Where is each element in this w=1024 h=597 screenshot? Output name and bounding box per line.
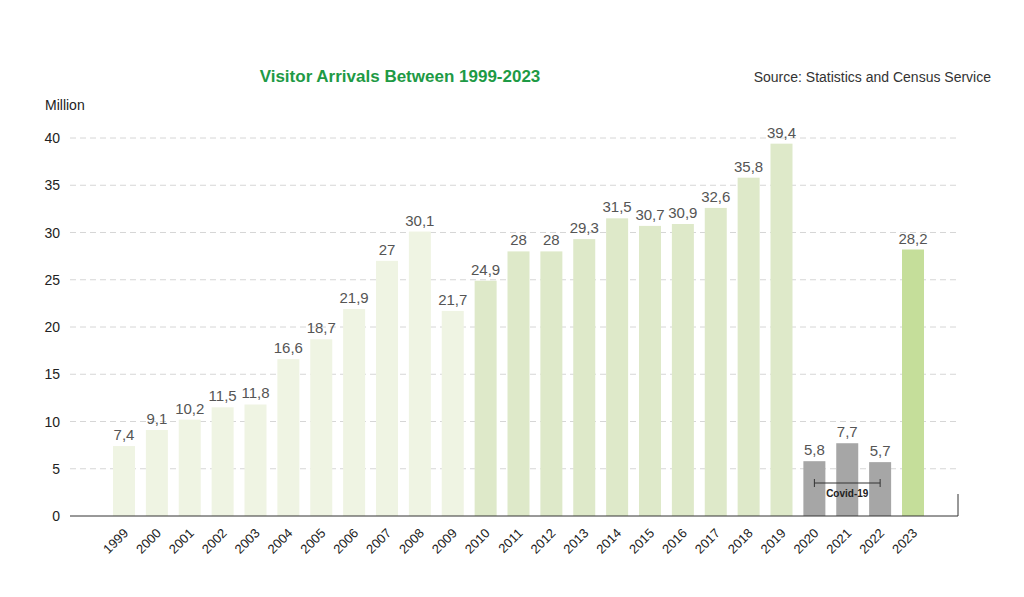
y-tick-label: 5 <box>52 461 60 477</box>
bar <box>146 430 168 516</box>
x-tick-label: 2008 <box>396 526 427 557</box>
y-tick-label: 30 <box>44 225 60 241</box>
bar <box>310 339 332 516</box>
data-label: 24,9 <box>471 261 500 278</box>
grid-line <box>70 138 958 139</box>
data-label: 5,8 <box>804 441 825 458</box>
data-label: 30,7 <box>635 206 664 223</box>
y-axis-label: Million <box>45 97 85 113</box>
bar <box>277 359 299 516</box>
bar <box>442 311 464 516</box>
bar <box>869 462 891 516</box>
x-tick-label: 2012 <box>527 526 558 557</box>
annotation: Covid-19 <box>826 488 869 499</box>
y-tick-label: 25 <box>44 272 60 288</box>
bar <box>376 261 398 516</box>
annotation-bracket <box>814 483 880 484</box>
data-label: 30,9 <box>668 204 697 221</box>
y-tick-label: 15 <box>44 366 60 382</box>
x-tick-label: 2016 <box>659 526 690 557</box>
x-tick-label: 2020 <box>790 526 821 557</box>
data-label: 32,6 <box>701 188 730 205</box>
data-label: 30,1 <box>405 212 434 229</box>
data-label: 5,7 <box>870 442 891 459</box>
data-label: 21,9 <box>340 289 369 306</box>
x-tick-label: 2003 <box>232 526 263 557</box>
x-tick-label: 2021 <box>823 526 854 557</box>
data-label: 9,1 <box>146 410 167 427</box>
bar <box>508 251 530 516</box>
bar <box>771 144 793 516</box>
x-tick-label: 2009 <box>429 526 460 557</box>
x-tick-label: 2002 <box>199 526 230 557</box>
data-label: 11,8 <box>241 384 269 401</box>
bar <box>179 420 201 516</box>
data-label: 28 <box>510 231 527 248</box>
x-tick-label: 2001 <box>166 526 197 557</box>
bar <box>212 407 234 516</box>
data-label: 7,7 <box>837 423 858 440</box>
data-label: 10,2 <box>175 400 204 417</box>
data-label: 21,7 <box>438 291 467 308</box>
annotation-bracket <box>814 479 815 487</box>
data-label: 31,5 <box>603 198 632 215</box>
bar <box>409 232 431 516</box>
source: Source: Statistics and Census Service <box>754 69 992 85</box>
data-label: 29,3 <box>570 219 599 236</box>
data-label: 11,5 <box>209 387 237 404</box>
data-label: 27 <box>379 241 396 258</box>
x-tick-label: 2022 <box>856 526 887 557</box>
x-tick-label: 2007 <box>363 526 394 557</box>
bar <box>113 446 135 516</box>
bar <box>639 226 661 516</box>
y-tick-label: 40 <box>44 130 60 146</box>
bar <box>836 443 858 516</box>
bar <box>705 208 727 516</box>
data-label: 39,4 <box>767 124 796 141</box>
bars <box>113 144 924 516</box>
x-tick-label: 2017 <box>692 526 723 557</box>
data-label: 28 <box>543 231 560 248</box>
bar <box>606 218 628 516</box>
x-tick-label: 2011 <box>495 526 525 556</box>
data-label: 35,8 <box>734 158 763 175</box>
x-tick-label: 2023 <box>889 526 920 557</box>
y-tick-label: 10 <box>44 414 60 430</box>
data-label: 28,2 <box>898 230 927 247</box>
bar <box>343 309 365 516</box>
x-tick-label: 2004 <box>264 526 295 557</box>
title: Visitor Arrivals Between 1999-2023 <box>260 67 541 86</box>
x-tick-label: 2019 <box>758 526 789 557</box>
x-tick-label: 2018 <box>725 526 756 557</box>
x-tick-label: 2006 <box>330 526 361 557</box>
x-tick-label: 2010 <box>462 526 493 557</box>
x-tick-label: 2013 <box>560 526 591 557</box>
x-tick-label: 2015 <box>626 526 657 557</box>
bar <box>672 224 694 516</box>
bar <box>540 251 562 516</box>
annotation-bracket <box>880 479 881 487</box>
x-tick-label: 2005 <box>297 526 328 557</box>
data-label: 18,7 <box>307 319 336 336</box>
bar <box>803 461 825 516</box>
bar <box>573 239 595 516</box>
bar <box>475 281 497 516</box>
y-tick-label: 20 <box>44 319 60 335</box>
bar <box>245 404 267 516</box>
x-tick-label: 1999 <box>100 526 131 557</box>
chart: Visitor Arrivals Between 1999-2023 Source… <box>0 0 1024 597</box>
y-tick-label: 0 <box>52 508 60 524</box>
bar <box>902 250 924 516</box>
x-tick-label: 2000 <box>133 526 164 557</box>
x-tick-label: 2014 <box>593 526 624 557</box>
data-label: 16,6 <box>274 339 303 356</box>
grid-line <box>70 185 958 186</box>
data-label: 7,4 <box>114 426 135 443</box>
x-axis-line <box>70 516 958 517</box>
y-tick-label: 35 <box>44 177 60 193</box>
bar <box>738 178 760 516</box>
axis-end-tick <box>958 494 959 516</box>
